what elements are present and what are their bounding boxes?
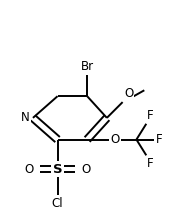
Text: O: O <box>125 87 134 100</box>
Text: N: N <box>21 111 30 124</box>
Text: F: F <box>147 157 154 170</box>
Text: F: F <box>147 109 154 122</box>
Text: Br: Br <box>81 60 94 73</box>
Text: F: F <box>156 133 163 146</box>
Text: S: S <box>53 163 62 176</box>
Text: O: O <box>25 163 34 176</box>
Text: Cl: Cl <box>52 197 63 210</box>
Text: O: O <box>81 163 90 176</box>
Text: O: O <box>111 133 120 146</box>
